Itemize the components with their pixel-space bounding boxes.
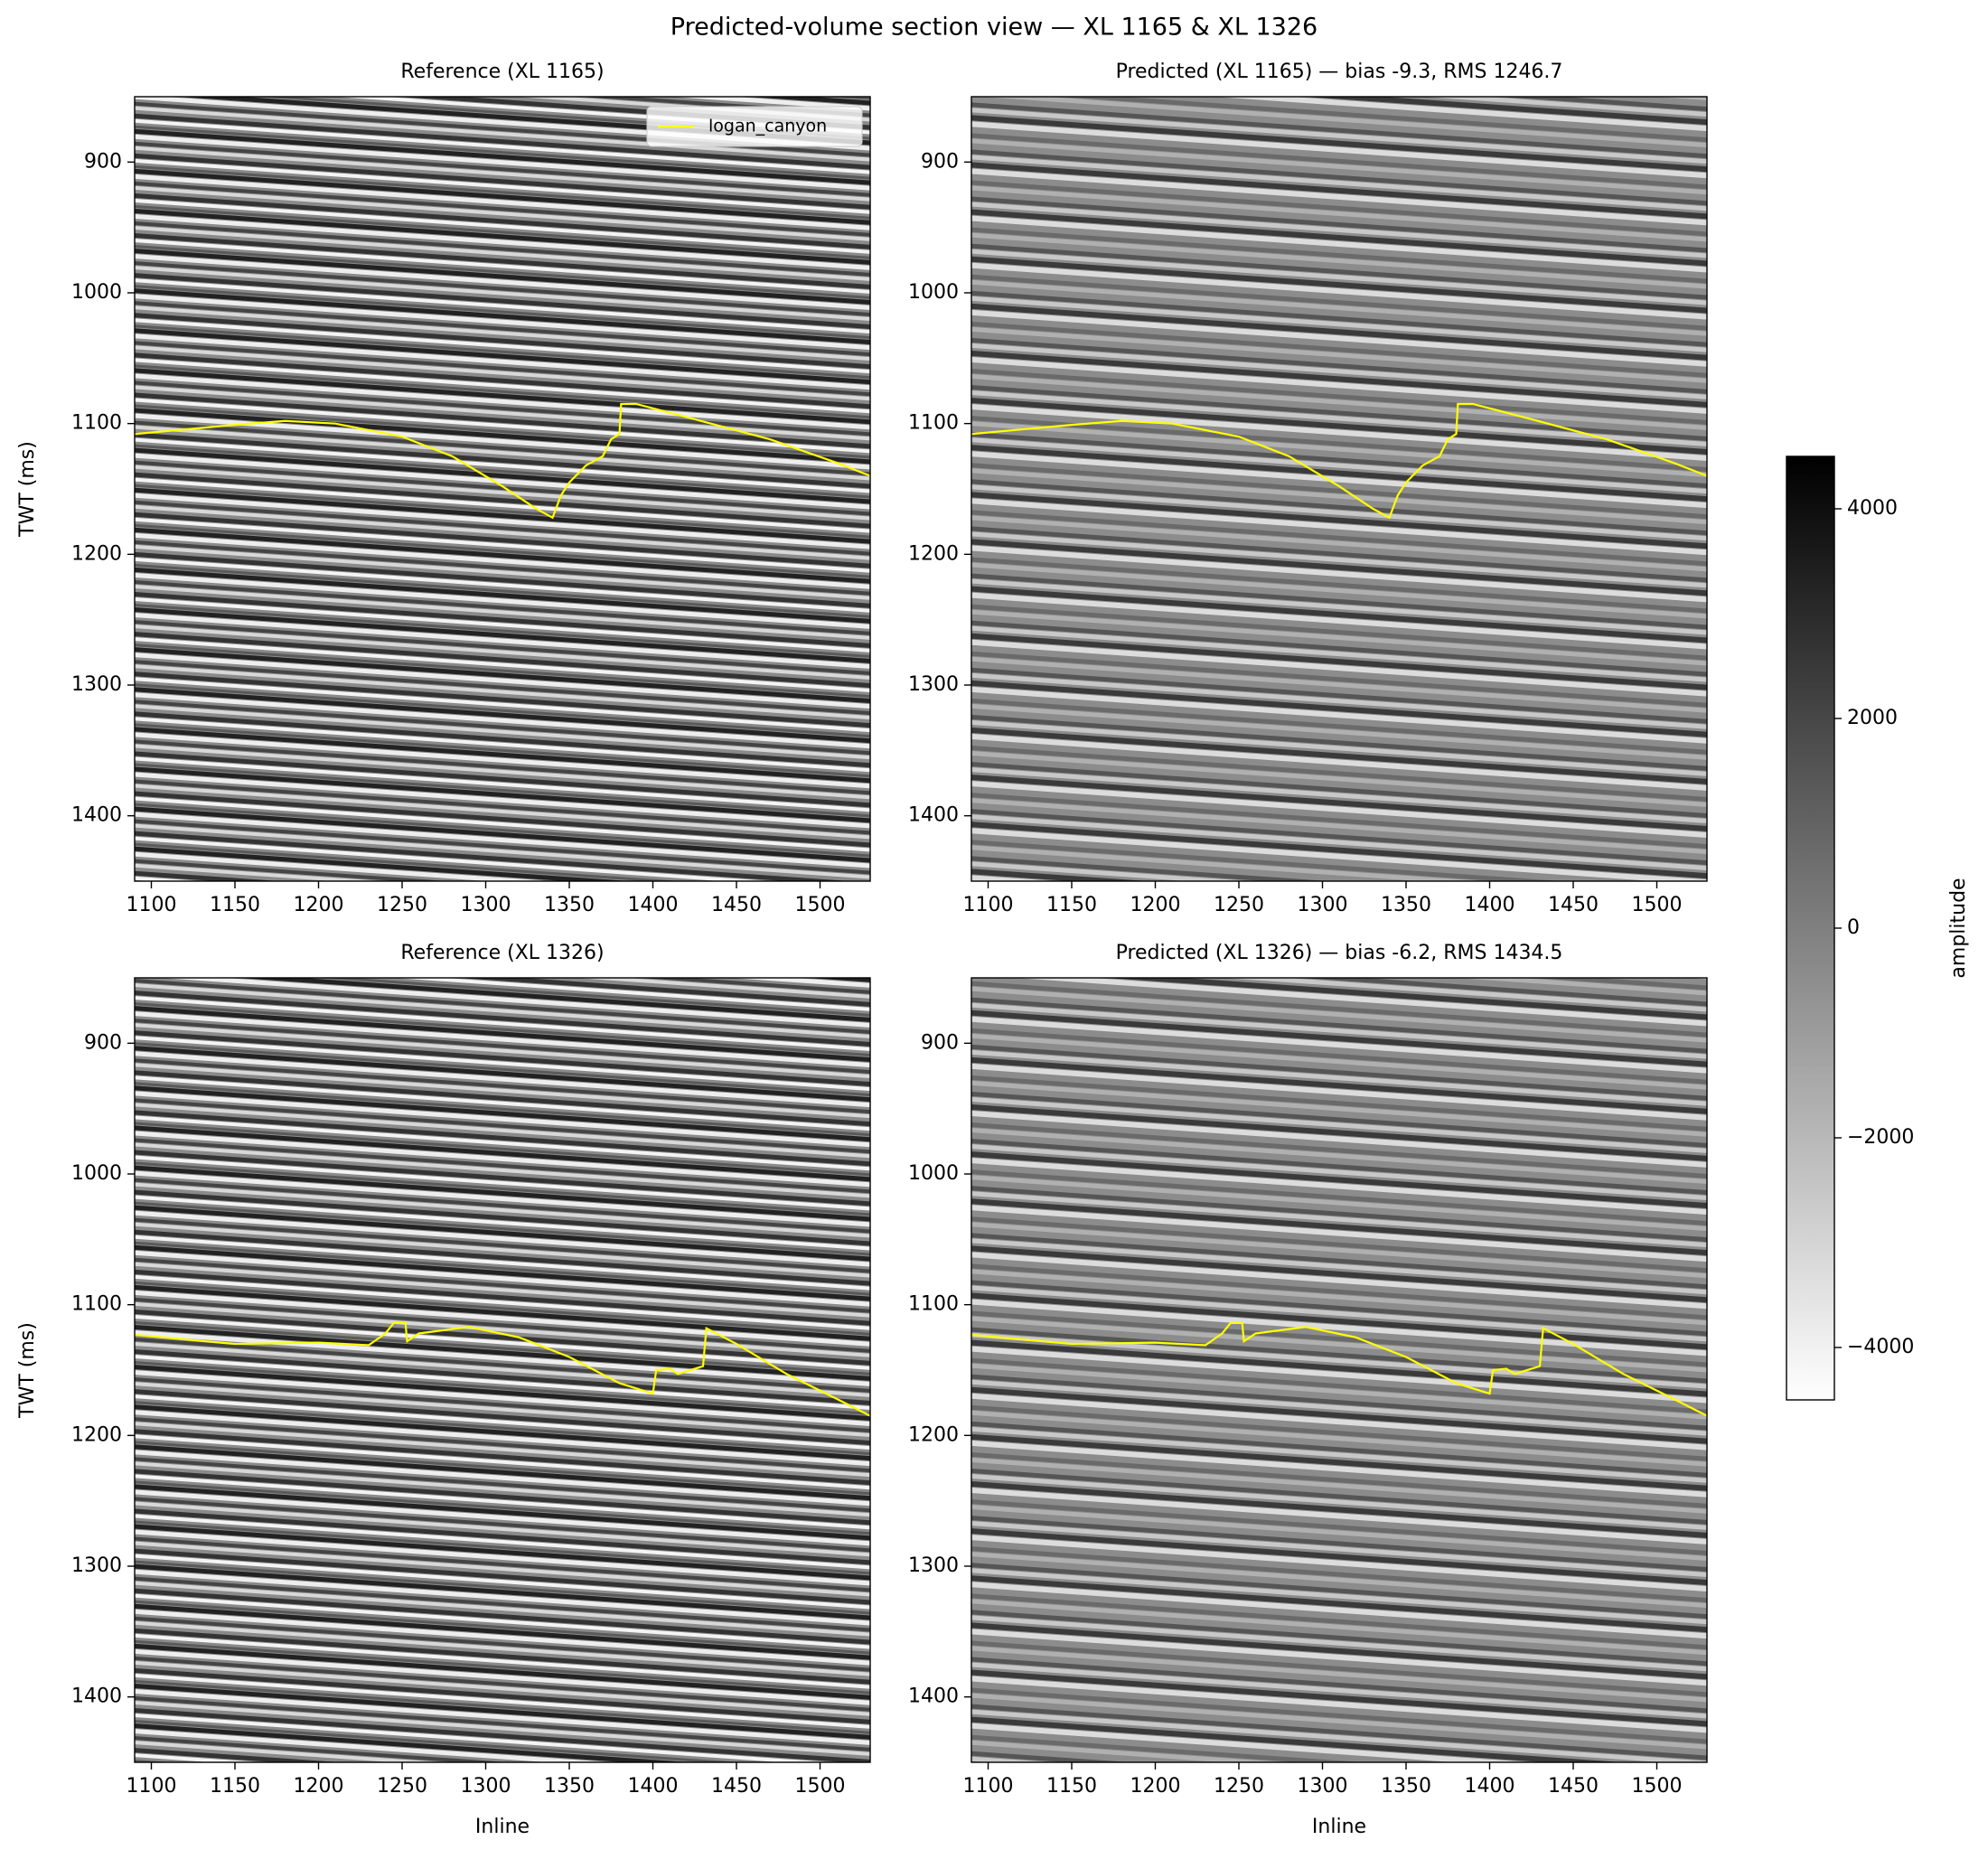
x-tick-label: 1500 — [795, 894, 846, 916]
plot-area — [135, 402, 870, 520]
y-tick-label: 900 — [84, 150, 122, 173]
plot-area — [135, 1321, 870, 1417]
y-tick-label: 900 — [921, 150, 959, 173]
x-tick-label: 1500 — [1632, 1775, 1683, 1798]
y-tick-label: 1300 — [71, 1554, 122, 1577]
x-tick-label: 1200 — [294, 1775, 344, 1798]
y-tick-label: 900 — [921, 1031, 959, 1054]
legend-label: logan_canyon — [708, 117, 827, 136]
colorbar-tick-label: 0 — [1847, 916, 1860, 939]
x-tick-label: 1100 — [127, 1775, 177, 1798]
y-tick-label: 1400 — [908, 1685, 959, 1708]
x-tick-label: 1450 — [711, 894, 762, 916]
panel-title: Reference (XL 1165) — [400, 61, 604, 83]
x-tick-label: 1200 — [1130, 1775, 1181, 1798]
y-tick-label: 1200 — [908, 1423, 959, 1446]
seismic-image — [971, 97, 1707, 881]
y-tick-label: 1400 — [71, 804, 122, 827]
y-tick-label: 1100 — [908, 1293, 959, 1316]
horizon-line — [971, 402, 1707, 520]
x-axis-label: Inline — [475, 1816, 530, 1838]
y-axis-label: TWT (ms) — [16, 1322, 39, 1419]
seismic-image — [971, 978, 1707, 1762]
x-tick-label: 1100 — [963, 1775, 1014, 1798]
x-tick-label: 1300 — [461, 1775, 511, 1798]
x-tick-label: 1250 — [1214, 894, 1264, 916]
x-tick-label: 1200 — [294, 894, 344, 916]
y-tick-label: 1000 — [71, 281, 122, 304]
x-tick-label: 1350 — [1381, 1775, 1431, 1798]
y-tick-label: 1300 — [908, 1554, 959, 1577]
plot-area — [971, 1321, 1707, 1417]
x-tick-label: 1400 — [628, 1775, 679, 1798]
x-tick-label: 1100 — [963, 894, 1014, 916]
horizon-line — [971, 1321, 1707, 1417]
y-tick-label: 1100 — [71, 1293, 122, 1316]
x-tick-label: 1400 — [1465, 1775, 1515, 1798]
axes-frame — [971, 977, 1708, 1763]
colorbar-tick-label: −4000 — [1847, 1336, 1914, 1358]
x-tick-label: 1200 — [1130, 894, 1181, 916]
colorbar-tick-label: 2000 — [1847, 707, 1898, 729]
y-tick-label: 1200 — [71, 542, 122, 565]
plot-area — [971, 402, 1707, 520]
x-tick-label: 1100 — [127, 894, 177, 916]
horizon-line — [135, 402, 870, 520]
x-tick-label: 1450 — [1548, 894, 1599, 916]
seismic-image — [135, 978, 870, 1762]
y-tick-label: 1000 — [71, 1162, 122, 1185]
x-tick-label: 1300 — [461, 894, 511, 916]
y-tick-label: 1400 — [71, 1685, 122, 1708]
y-tick-label: 1000 — [908, 1162, 959, 1185]
x-tick-label: 1450 — [711, 1775, 762, 1798]
x-tick-label: 1250 — [1214, 1775, 1264, 1798]
colorbar-label: amplitude — [1947, 878, 1970, 978]
panel-title: Predicted (XL 1165) — bias -9.3, RMS 124… — [1116, 61, 1563, 83]
x-tick-label: 1150 — [210, 1775, 260, 1798]
legend-box — [646, 106, 863, 147]
y-tick-label: 1200 — [71, 1423, 122, 1446]
x-tick-label: 1350 — [544, 1775, 595, 1798]
x-tick-label: 1500 — [1632, 894, 1683, 916]
axes-frame — [134, 96, 871, 882]
x-tick-label: 1150 — [1046, 894, 1097, 916]
axes-frame — [134, 977, 871, 1763]
seismic-image — [135, 97, 870, 881]
x-tick-label: 1300 — [1298, 1775, 1348, 1798]
x-tick-label: 1400 — [628, 894, 679, 916]
y-tick-label: 1300 — [908, 673, 959, 696]
x-tick-label: 1450 — [1548, 1775, 1599, 1798]
y-axis-label: TWT (ms) — [16, 441, 39, 538]
y-tick-label: 900 — [84, 1031, 122, 1054]
x-tick-label: 1300 — [1298, 894, 1348, 916]
x-tick-label: 1150 — [210, 894, 260, 916]
x-tick-label: 1500 — [795, 1775, 846, 1798]
y-tick-label: 1300 — [71, 673, 122, 696]
y-tick-label: 1200 — [908, 542, 959, 565]
figure-title: Predicted-volume section view — XL 1165 … — [670, 14, 1318, 42]
y-tick-label: 1100 — [71, 412, 122, 435]
panel-title: Predicted (XL 1326) — bias -6.2, RMS 143… — [1116, 942, 1563, 964]
x-tick-label: 1350 — [544, 894, 595, 916]
x-tick-label: 1150 — [1046, 1775, 1097, 1798]
y-tick-label: 1000 — [908, 281, 959, 304]
colorbar-tick-label: 4000 — [1847, 497, 1898, 520]
colorbar — [1786, 455, 1835, 1401]
axes-frame — [971, 96, 1708, 882]
x-tick-label: 1400 — [1465, 894, 1515, 916]
panel-title: Reference (XL 1326) — [400, 942, 604, 964]
x-axis-label: Inline — [1312, 1816, 1366, 1838]
x-tick-label: 1350 — [1381, 894, 1431, 916]
horizon-line — [135, 1321, 870, 1417]
y-tick-label: 1100 — [908, 412, 959, 435]
y-tick-label: 1400 — [908, 804, 959, 827]
x-tick-label: 1250 — [377, 894, 427, 916]
colorbar-tick-label: −2000 — [1847, 1126, 1914, 1149]
x-tick-label: 1250 — [377, 1775, 427, 1798]
